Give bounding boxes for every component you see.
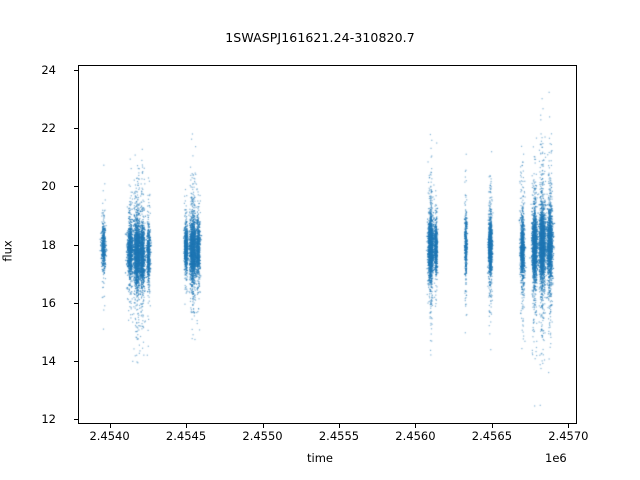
y-tick-mark (74, 360, 78, 362)
y-tick-mark (74, 128, 78, 130)
x-axis-offset-label: 1e6 (545, 451, 567, 465)
x-tick-label: 2.4555 (318, 429, 360, 443)
y-tick-mark (74, 418, 78, 420)
y-tick-label: 12 (41, 411, 56, 426)
x-tick-mark (491, 424, 493, 428)
scatter-plot-canvas (79, 66, 576, 423)
x-axis-label: time (307, 451, 333, 465)
x-tick-label: 2.4565 (471, 429, 513, 443)
y-tick-label: 24 (41, 63, 56, 78)
x-tick-mark (568, 424, 570, 428)
y-axis-label: flux (0, 240, 15, 262)
x-tick-mark (109, 424, 111, 428)
y-tick-label: 16 (41, 295, 56, 310)
x-tick-mark (338, 424, 340, 428)
y-tick-label: 18 (41, 237, 56, 252)
x-tick-label: 2.4550 (242, 429, 283, 443)
x-tick-label: 2.4540 (89, 429, 130, 443)
y-tick-mark (74, 244, 78, 246)
x-tick-label: 2.4560 (395, 429, 436, 443)
x-tick-mark (262, 424, 264, 428)
y-tick-mark (74, 70, 78, 72)
x-tick-label: 2.4545 (165, 429, 207, 443)
y-tick-label: 14 (41, 353, 56, 368)
y-tick-mark (74, 186, 78, 188)
plot-axes-area (78, 65, 577, 424)
y-tick-label: 22 (41, 121, 56, 136)
x-tick-label: 2.4570 (548, 429, 589, 443)
y-tick-label: 20 (41, 179, 56, 194)
page-title: 1SWASPJ161621.24-310820.7 (225, 30, 415, 45)
x-tick-mark (186, 424, 188, 428)
x-tick-mark (415, 424, 417, 428)
y-tick-mark (74, 302, 78, 304)
